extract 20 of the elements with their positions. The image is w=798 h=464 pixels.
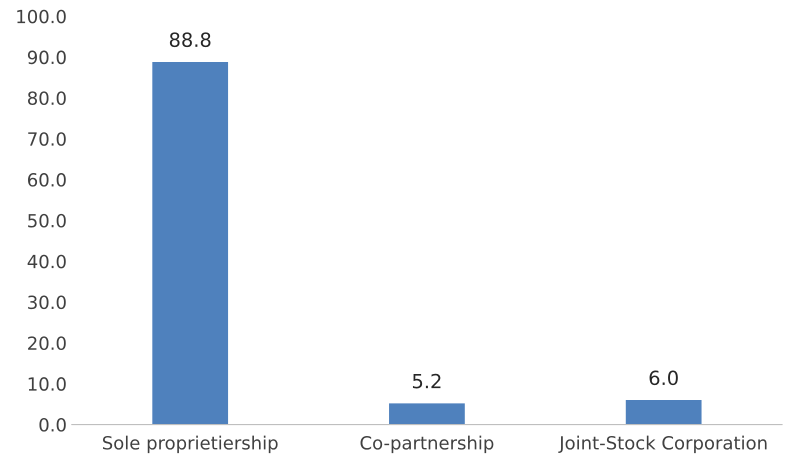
x-tick-label: Co-partnership	[360, 436, 494, 454]
y-tick-label: 40.0	[28, 254, 66, 268]
y-tick-label: 10.0	[28, 377, 66, 391]
bar	[626, 400, 702, 425]
data-label: 5.2	[412, 374, 440, 388]
y-tick-label: 90.0	[28, 50, 66, 64]
y-tick-label: 70.0	[28, 132, 66, 146]
bar	[152, 62, 228, 425]
data-label: 6.0	[650, 370, 678, 386]
x-tick-label: Sole proprietiership	[102, 436, 278, 454]
y-tick-label: 50.0	[28, 214, 66, 228]
y-tick-label: 30.0	[28, 296, 66, 310]
bar	[389, 403, 465, 425]
y-tick-label: 80.0	[28, 91, 66, 106]
y-tick-label: 20.0	[28, 336, 66, 350]
data-label: 88.8	[170, 32, 211, 48]
y-tick-label: 0.0	[39, 418, 66, 432]
y-tick-label: 60.0	[28, 173, 66, 187]
y-tick-label: 100.0	[17, 10, 66, 24]
x-tick-label: Joint-Stock Corporation	[558, 436, 767, 454]
